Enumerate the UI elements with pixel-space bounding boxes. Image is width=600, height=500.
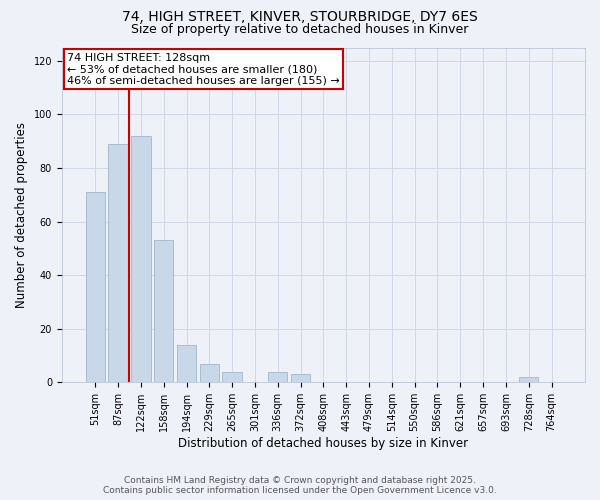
Bar [109, 144, 128, 382]
Bar [291, 374, 310, 382]
X-axis label: Distribution of detached houses by size in Kinver: Distribution of detached houses by size … [178, 437, 469, 450]
Text: 74 HIGH STREET: 128sqm
← 53% of detached houses are smaller (180)
46% of semi-de: 74 HIGH STREET: 128sqm ← 53% of detached… [67, 52, 340, 86]
Text: Contains HM Land Registry data © Crown copyright and database right 2025.
Contai: Contains HM Land Registry data © Crown c… [103, 476, 497, 495]
Bar [131, 136, 151, 382]
Bar [177, 345, 196, 383]
Bar [268, 372, 287, 382]
Bar [154, 240, 173, 382]
Text: 74, HIGH STREET, KINVER, STOURBRIDGE, DY7 6ES: 74, HIGH STREET, KINVER, STOURBRIDGE, DY… [122, 10, 478, 24]
Bar [223, 372, 242, 382]
Text: Size of property relative to detached houses in Kinver: Size of property relative to detached ho… [131, 22, 469, 36]
Bar [519, 377, 538, 382]
Y-axis label: Number of detached properties: Number of detached properties [15, 122, 28, 308]
Bar [86, 192, 105, 382]
Bar [200, 364, 219, 382]
